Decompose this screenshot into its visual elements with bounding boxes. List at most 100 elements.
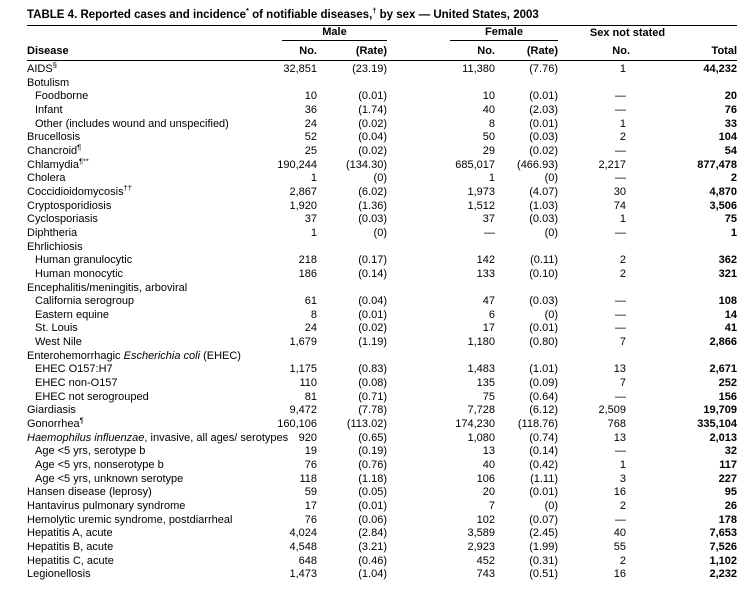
column-header-row: Disease No. (Rate) No. (Rate) No. Total: [27, 41, 738, 61]
disease-name-text: Chancroid: [27, 144, 78, 157]
cell-female-no: [387, 241, 495, 255]
cell-female-rate: (0.64): [529, 390, 559, 403]
cell-female-no: 75: [482, 390, 495, 403]
table-body: AIDS§ 32,851 (23.19) 11,380 (7.76) 1 44,232 Bot…: [27, 61, 737, 582]
male-group-label: Male: [282, 26, 387, 41]
cell-male-no: 4,548: [289, 540, 317, 553]
sex-not-stated-no-column-header: No.: [558, 41, 631, 61]
cell-female-rate: (0): [544, 172, 559, 185]
cell-male-no: 218: [298, 254, 317, 267]
table-row: Cyclosporiasis 37 (0.03) 37 (0.03) 1 75: [27, 213, 737, 227]
cell-female-rate: [495, 241, 558, 255]
cell-sex-not-stated-no: [558, 77, 630, 91]
disease-name-text: Chlamydia: [27, 158, 79, 171]
cell-male-no: [272, 282, 317, 296]
cell-male-no: 2,867: [289, 185, 317, 198]
footnote-marker: §: [52, 60, 57, 70]
cell-male-no: 190,244: [277, 158, 317, 171]
disease-name-text: Cryptosporidiosis: [27, 199, 112, 212]
disease-name-text: West Nile: [35, 336, 82, 349]
cell-female-rate: (2.03): [529, 103, 559, 116]
cell-male-no: 10: [304, 90, 317, 103]
table-row: Hepatitis B, acute 4,548 (3.21) 2,923 (1.99)…: [27, 541, 737, 555]
footnote-marker: ¶: [79, 415, 84, 425]
cell-female-no: 10: [482, 90, 495, 103]
table-row: Age <5 yrs, nonserotype b 76 (0.76) 40 (0.42…: [27, 459, 737, 473]
table-row: Hepatitis A, acute 4,024 (2.84) 3,589 (2.45)…: [27, 527, 737, 541]
cell-sex-not-stated-no: 2,217: [598, 158, 627, 171]
cell-female-no: 47: [482, 295, 495, 308]
disease-name-text: Enterohemorrhagic: [27, 349, 124, 362]
sex-not-stated-group-header: Sex not stated: [558, 26, 737, 41]
table-row: Age <5 yrs, unknown serotype 118 (1.18) 106…: [27, 473, 737, 487]
cell-total: 108: [718, 295, 738, 308]
cell-male-no: 118: [299, 472, 317, 485]
cell-female-rate: (1.11): [530, 472, 559, 485]
cell-male-no: 648: [298, 554, 317, 567]
cell-male-no: [272, 350, 317, 364]
table-row: Chancroid¶ 25 (0.02) 29 (0.02) — 54: [27, 143, 737, 159]
disease-name-text: Other (includes wound and unspecified): [35, 117, 229, 130]
cell-total: 7,526: [709, 540, 738, 553]
cell-male-no: 32,851: [283, 63, 317, 75]
cell-sex-not-stated-no: 13: [613, 363, 627, 376]
cell-female-no: 1,483: [467, 363, 495, 376]
cell-female-rate: [495, 282, 558, 296]
cell-male-no: 1,679: [289, 336, 317, 349]
cell-male-no: 1: [310, 172, 317, 185]
table-row: Human monocytic 186 (0.14) 133 (0.10) 2 321: [27, 268, 737, 282]
disease-name-text: EHEC O157:H7: [35, 363, 113, 376]
cell-female-rate: [495, 350, 558, 364]
cell-sex-not-stated-no: 1: [619, 459, 627, 472]
disease-label: Ehrlichiosis: [27, 241, 272, 255]
cell-female-no: 17: [482, 322, 495, 335]
cell-male-rate: (1.74): [358, 103, 387, 116]
table-row: Cryptosporidiosis 1,920 (1.36) 1,512 (1.03) 7…: [27, 200, 737, 214]
cell-male-no: 37: [304, 213, 317, 226]
cell-male-rate: (0.02): [358, 322, 387, 335]
disease-label: Botulism: [27, 77, 272, 91]
cell-female-rate: (0.01): [529, 486, 559, 499]
cell-male-rate: (0.01): [358, 90, 387, 103]
title-text: TABLE 4. Reported cases and incidence: [27, 9, 246, 21]
table-row: Giardiasis 9,472 (7.78) 7,728 (6.12) 2,509 19,…: [27, 404, 737, 418]
table-row: St. Louis 24 (0.02) 17 (0.01) — 41: [27, 322, 737, 336]
cell-male-no: 52: [304, 131, 317, 144]
cell-female-rate: (0.02): [529, 144, 559, 157]
disease-name-text: (EHEC): [200, 349, 241, 362]
cell-female-no: 40: [482, 459, 495, 472]
cell-sex-not-stated-no: —: [615, 390, 627, 403]
disease-label: EHEC not serogrouped: [27, 391, 272, 405]
cell-female-no: 29: [482, 144, 495, 157]
cell-male-rate: (0.71): [358, 390, 387, 403]
cell-female-rate: (0): [544, 226, 559, 239]
section-header-row: Encephalitis/meningitis, arboviral: [27, 282, 737, 296]
cell-male-rate: (23.19): [352, 63, 387, 75]
cell-male-rate: (0.01): [358, 308, 387, 321]
section-header-row: Enterohemorrhagic Escherichia coli (EHEC…: [27, 350, 737, 364]
cell-male-rate: (0.04): [358, 131, 387, 144]
table-title: TABLE 4. Reported cases and incidence* o…: [27, 7, 737, 26]
table-row: Eastern equine 8 (0.01) 6 (0) — 14: [27, 309, 737, 323]
cell-total: 33: [724, 117, 738, 130]
disease-name-text: Hepatitis B, acute: [27, 540, 114, 553]
cell-female-no: 133: [476, 267, 495, 280]
disease-name-text: Hansen disease (leprosy): [27, 486, 152, 499]
cell-total: 2,232: [709, 568, 738, 581]
cell-male-rate: (0.83): [358, 363, 387, 376]
cell-female-no: 1,180: [467, 336, 495, 349]
cell-male-rate: [317, 241, 387, 255]
disease-name-text: Hepatitis C, acute: [27, 554, 114, 567]
cell-female-rate: (1.03): [529, 199, 559, 212]
cell-male-rate: (113.02): [346, 418, 387, 431]
disease-name-text: California serogroup: [35, 295, 135, 308]
cell-male-no: [272, 241, 317, 255]
cell-total: 2,671: [709, 363, 738, 376]
cell-male-no: 76: [304, 459, 317, 472]
cell-sex-not-stated-no: 7: [619, 336, 627, 349]
cell-female-rate: (1.99): [529, 540, 559, 553]
disease-label: EHEC non-O157: [27, 377, 272, 391]
cell-total: 76: [724, 103, 738, 116]
total-column-header: Total: [630, 41, 738, 61]
cell-total: 95: [724, 486, 738, 499]
